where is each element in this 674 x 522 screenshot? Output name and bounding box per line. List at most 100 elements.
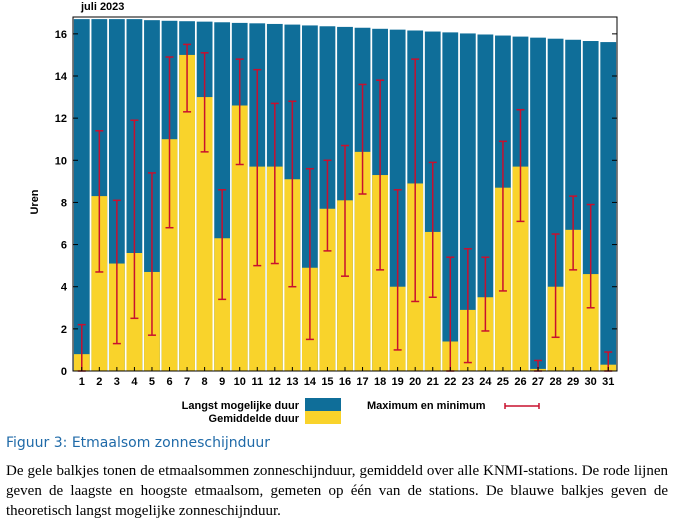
x-tick-26: 26 [514,376,526,388]
range-20 [411,58,420,303]
x-tick-25: 25 [497,376,509,388]
y-axis-label: Uren [29,189,41,214]
bar-max-duration-23 [459,33,476,371]
legend-swatch-mean-duration [305,411,341,424]
x-tick-9: 9 [219,376,225,388]
legend: Langst mogelijke duur Gemiddelde duur Ma… [182,398,540,425]
range-21 [428,161,437,298]
x-tick-20: 20 [409,376,421,388]
x-tick-29: 29 [567,376,579,388]
bar-mean-duration-16 [337,200,353,371]
bar-max-duration-31 [600,42,617,371]
bar-mean-duration-7 [179,54,195,372]
y-tick-2: 2 [61,324,67,336]
bar-mean-duration-15 [319,208,336,371]
bar-mean-duration-24 [477,297,494,371]
range-5 [147,172,156,336]
bar-mean-duration-12 [266,166,283,371]
x-tick-10: 10 [234,376,246,388]
x-tick-11: 11 [251,376,263,388]
x-tick-3: 3 [114,376,120,388]
x-tick-7: 7 [184,376,190,388]
bar-mean-duration-11 [249,166,266,371]
bar-mean-duration-17 [354,151,371,371]
x-tick-2: 2 [96,376,102,388]
x-tick-8: 8 [202,376,208,388]
bar-mean-duration-30 [582,274,599,371]
x-tick-28: 28 [549,376,561,388]
x-tick-16: 16 [339,376,351,388]
x-tick-30: 30 [585,376,597,388]
axes [72,16,618,372]
range-11 [253,68,262,267]
range-29 [569,195,578,271]
legend-label-max-duration: Langst mogelijke duur [182,400,300,412]
y-tick-10: 10 [55,155,67,167]
range-17 [358,83,367,195]
legend-swatch-range [504,403,540,409]
x-tick-21: 21 [427,376,439,388]
x-tick-labels: 1 2 3 4 5 6 7 8 9 10 11 12 13 14 15 16 17 18 19 20 21 22 23 24 2… [79,376,615,388]
range-6 [165,56,174,229]
range-30 [586,203,595,309]
range-16 [341,144,349,277]
range-7 [183,43,192,113]
bar-max-duration-24 [477,34,494,372]
x-tick-12: 12 [269,376,281,388]
x-tick-5: 5 [149,376,155,388]
range-4 [130,119,139,320]
bar-max-duration-22 [442,32,459,371]
x-tick-19: 19 [392,376,404,388]
x-tick-13: 13 [286,376,298,388]
y-tick-16: 16 [55,29,67,41]
legend-swatch-max-duration [305,398,341,411]
y-tick-8: 8 [61,197,67,209]
range-25 [498,140,507,292]
x-tick-22: 22 [444,376,456,388]
range-18 [376,79,385,271]
range-10 [235,58,244,166]
range-8 [200,52,209,153]
bar-mean-duration-2 [91,196,108,371]
range-14 [305,167,314,341]
bar-mean-duration-10 [231,105,248,371]
bar-mean-duration-29 [565,229,582,371]
y-tick-labels: 0 2 4 6 8 10 12 14 16 [55,29,68,378]
x-tick-31: 31 [602,376,614,388]
legend-label-range: Maximum en minimum [367,400,486,412]
x-tick-15: 15 [321,376,333,388]
y-tick-4: 4 [61,282,68,294]
range-13 [288,100,297,288]
x-tick-27: 27 [532,376,544,388]
figure-caption-text: De gele balkjes tonen de etmaalsommen zo… [6,463,668,519]
bar-max-duration-1 [73,19,90,372]
chart-title: juli 2023 [80,1,124,13]
range-9 [218,189,227,301]
y-tick-14: 14 [55,71,68,83]
bar-mean-duration-6 [161,139,178,371]
x-tick-17: 17 [356,376,368,388]
y-tick-6: 6 [61,240,67,252]
range-15 [323,159,332,252]
range-28 [551,233,560,339]
bar-mean-duration-21 [424,231,441,371]
y-tick-0: 0 [61,366,67,378]
bar-mean-duration-8 [196,97,213,371]
range-2 [95,130,104,273]
x-tick-23: 23 [462,376,474,388]
bar-mean-duration-9 [214,238,231,371]
bar-max-duration-27 [530,37,546,372]
legend-label-mean-duration: Gemiddelde duur [209,413,300,425]
x-tick-4: 4 [131,376,138,388]
range-19 [393,189,402,351]
x-tick-24: 24 [479,376,492,388]
x-tick-14: 14 [304,376,317,388]
range-3 [112,199,121,345]
x-tick-6: 6 [166,376,172,388]
bar-mean-duration-18 [372,175,388,371]
min-max-ranges [77,43,613,372]
bar-mean-duration-26 [512,166,529,371]
figure-caption-title: Figuur 3: Etmaalsom zonneschijnduur [6,435,270,451]
range-12 [270,102,279,265]
